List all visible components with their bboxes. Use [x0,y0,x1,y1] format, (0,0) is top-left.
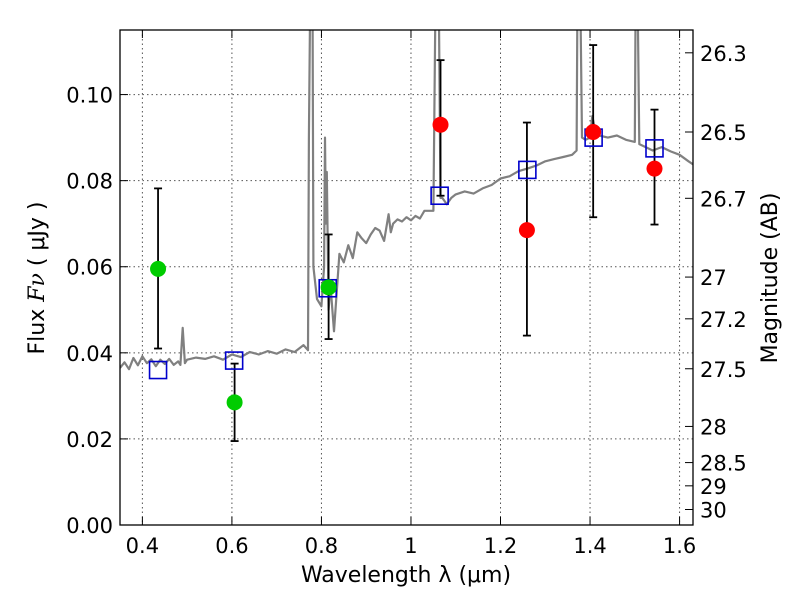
model-photometry-square [430,186,449,206]
x-tick-label: 0.4 [126,534,159,558]
magnitude-tick-label: 26.3 [700,42,747,66]
y-tick-label: 0.04 [66,342,113,366]
right-axis-title: Magnitude (AB) [758,193,783,364]
observed-detections-point [432,116,449,133]
model-photometry-square [224,351,244,370]
observed-detections-point [518,222,535,239]
axis-ticks [120,30,693,526]
y-axis-title-symbol: Fν [25,273,50,303]
observed-detections-point [585,124,602,141]
magnitude-tick-label: 26.7 [700,187,747,211]
model-photometry-square [148,360,168,380]
observed-detections-point [646,160,663,177]
y-tick-label: 0.10 [66,84,113,108]
magnitude-tick-label: 27.5 [700,358,747,382]
observed-upper-point [150,260,167,277]
magnitude-tick-label: 28.5 [700,452,747,476]
magnitude-tick-label: 29 [700,475,727,499]
x-tick-label: 1 [404,534,417,558]
magnitude-tick-label: 27.2 [700,308,747,332]
magnitude-tick-label: 26.5 [700,121,747,145]
model-photometry-square [645,139,664,158]
observed-markers [150,116,663,411]
y-tick-label: 0.06 [66,256,113,280]
y-tick-labels: 0.00 0.02 0.04 0.06 0.08 0.10 [66,84,113,538]
y-tick-label: 0.02 [66,428,113,452]
y-axis-title: Flux Fν ( μJy ) [25,201,50,354]
y-tick-label: 0.00 [66,514,113,538]
x-tick-labels: 0.4 0.6 0.8 1 1.2 1.4 1.6 [126,534,697,558]
grid-lines [120,30,693,525]
model-spectrum-line [120,30,693,371]
x-tick-label: 0.8 [305,534,338,558]
x-tick-label: 1.6 [663,534,696,558]
observed-upper-point [226,394,243,411]
plot-background [120,30,693,525]
y-axis-title-prefix: Flux [25,302,50,355]
magnitude-tick-label: 30 [700,499,727,523]
x-tick-label: 0.6 [215,534,248,558]
y-axis-title-suffix: ( μJy ) [25,201,50,273]
y-tick-label: 0.08 [66,170,113,194]
model-photometry-square [518,160,537,180]
x-axis-title: Wavelength λ (μm) [301,563,511,588]
x-tick-label: 1.4 [573,534,606,558]
magnitude-tick-label: 28 [700,415,727,439]
observed-upper-point [320,279,337,296]
magnitude-tick-label: 27 [700,266,727,290]
x-tick-label: 1.2 [484,534,517,558]
spectrum-layer [120,30,693,371]
